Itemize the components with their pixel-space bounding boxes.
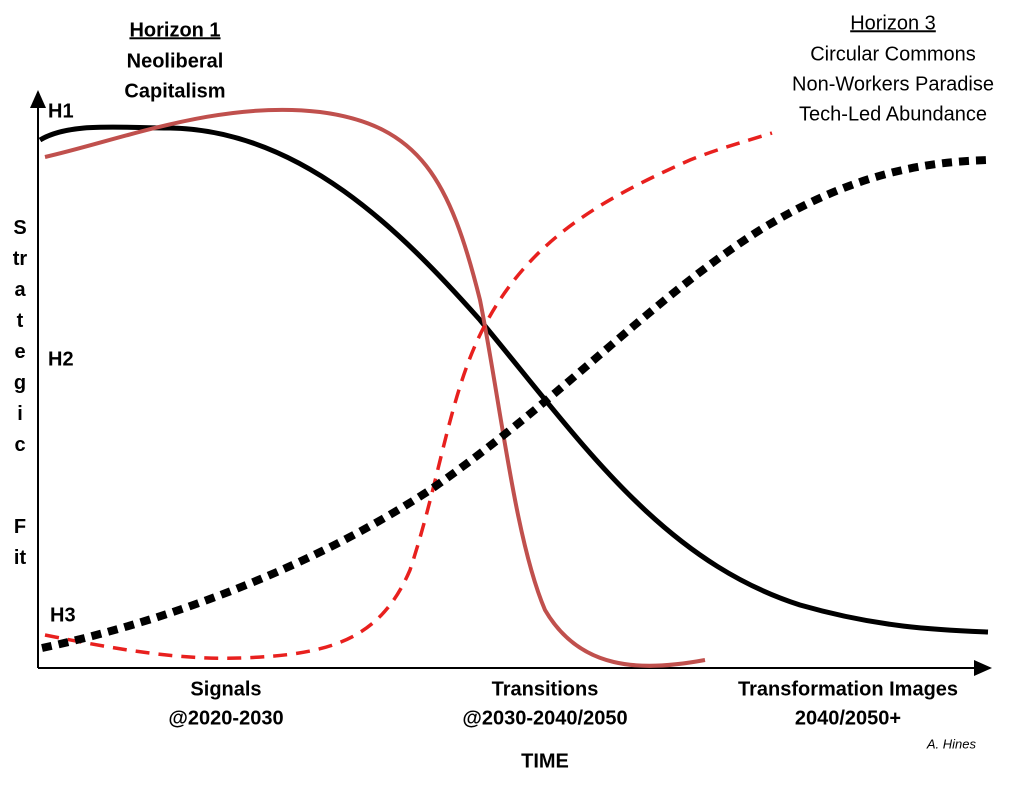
stage-label: Transitions	[492, 678, 599, 700]
horizon3-title: Horizon 3	[850, 12, 936, 34]
horizon1-curve	[38, 124, 989, 635]
horizon1-line: Capitalism	[124, 80, 225, 102]
horizon1-title: Horizon 1	[129, 19, 220, 41]
stage-label: Transformation Images	[738, 678, 958, 700]
stage-label: Signals	[190, 678, 261, 700]
level-label: H2	[48, 348, 74, 370]
x-axis-label: TIME	[521, 750, 569, 772]
horizon3-line: Circular Commons	[810, 43, 976, 65]
level-label: H1	[48, 100, 74, 122]
horizon1-line: Neoliberal	[127, 50, 224, 72]
horizon3-curve	[41, 156, 989, 652]
stage-label: @2020-2030	[168, 707, 283, 729]
stage-label: @2030-2040/2050	[462, 707, 627, 729]
level-label: H3	[50, 604, 76, 626]
horizon3-line: Non-Workers Paradise	[792, 73, 994, 95]
horizon3-line: Tech-Led Abundance	[799, 103, 987, 125]
credit: A. Hines	[926, 736, 977, 751]
y-axis-label: Fit	[13, 516, 27, 569]
y-axis-label: Strategic	[12, 217, 28, 456]
stage-label: 2040/2050+	[795, 707, 901, 729]
horizon3-transition-curve	[44, 131, 773, 660]
horizon2-curve	[44, 107, 706, 668]
